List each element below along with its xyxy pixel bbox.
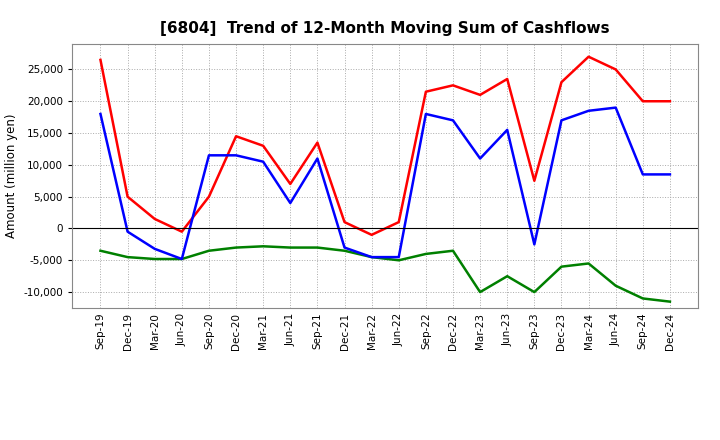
Investing Cashflow	[150, 257, 159, 262]
Free Cashflow	[476, 156, 485, 161]
Line: Operating Cashflow: Operating Cashflow	[101, 57, 670, 235]
Free Cashflow	[611, 105, 620, 110]
Free Cashflow	[584, 108, 593, 114]
Free Cashflow	[123, 229, 132, 235]
Operating Cashflow	[503, 77, 511, 82]
Investing Cashflow	[341, 248, 349, 253]
Operating Cashflow	[611, 67, 620, 72]
Investing Cashflow	[584, 261, 593, 266]
Investing Cashflow	[639, 296, 647, 301]
Investing Cashflow	[123, 254, 132, 260]
Free Cashflow	[557, 117, 566, 123]
Free Cashflow	[341, 245, 349, 250]
Investing Cashflow	[557, 264, 566, 269]
Free Cashflow	[665, 172, 674, 177]
Operating Cashflow	[123, 194, 132, 199]
Operating Cashflow	[557, 80, 566, 85]
Free Cashflow	[259, 159, 268, 164]
Free Cashflow	[530, 242, 539, 247]
Operating Cashflow	[449, 83, 457, 88]
Free Cashflow	[367, 254, 376, 260]
Free Cashflow	[639, 172, 647, 177]
Investing Cashflow	[204, 248, 213, 253]
Operating Cashflow	[96, 57, 105, 62]
Investing Cashflow	[96, 248, 105, 253]
Investing Cashflow	[503, 274, 511, 279]
Operating Cashflow	[421, 89, 430, 94]
Line: Free Cashflow: Free Cashflow	[101, 108, 670, 259]
Investing Cashflow	[476, 290, 485, 295]
Investing Cashflow	[286, 245, 294, 250]
Free Cashflow	[449, 117, 457, 123]
Operating Cashflow	[150, 216, 159, 222]
Investing Cashflow	[530, 290, 539, 295]
Operating Cashflow	[530, 178, 539, 183]
Investing Cashflow	[232, 245, 240, 250]
Operating Cashflow	[341, 220, 349, 225]
Operating Cashflow	[204, 194, 213, 199]
Free Cashflow	[232, 153, 240, 158]
Operating Cashflow	[286, 181, 294, 187]
Investing Cashflow	[611, 283, 620, 288]
Free Cashflow	[313, 156, 322, 161]
Investing Cashflow	[313, 245, 322, 250]
Operating Cashflow	[313, 140, 322, 145]
Operating Cashflow	[232, 134, 240, 139]
Investing Cashflow	[178, 257, 186, 262]
Free Cashflow	[150, 246, 159, 252]
Operating Cashflow	[178, 229, 186, 235]
Y-axis label: Amount (million yen): Amount (million yen)	[4, 114, 18, 238]
Free Cashflow	[204, 153, 213, 158]
Investing Cashflow	[665, 299, 674, 304]
Operating Cashflow	[584, 54, 593, 59]
Investing Cashflow	[367, 254, 376, 260]
Operating Cashflow	[395, 220, 403, 225]
Operating Cashflow	[259, 143, 268, 148]
Operating Cashflow	[665, 99, 674, 104]
Free Cashflow	[178, 257, 186, 262]
Free Cashflow	[96, 111, 105, 117]
Operating Cashflow	[476, 92, 485, 98]
Operating Cashflow	[367, 232, 376, 238]
Free Cashflow	[503, 127, 511, 132]
Investing Cashflow	[449, 248, 457, 253]
Free Cashflow	[286, 200, 294, 205]
Free Cashflow	[421, 111, 430, 117]
Operating Cashflow	[639, 99, 647, 104]
Investing Cashflow	[421, 251, 430, 257]
Investing Cashflow	[395, 258, 403, 263]
Free Cashflow	[395, 254, 403, 260]
Investing Cashflow	[259, 244, 268, 249]
Title: [6804]  Trend of 12-Month Moving Sum of Cashflows: [6804] Trend of 12-Month Moving Sum of C…	[161, 21, 610, 36]
Line: Investing Cashflow: Investing Cashflow	[101, 246, 670, 302]
